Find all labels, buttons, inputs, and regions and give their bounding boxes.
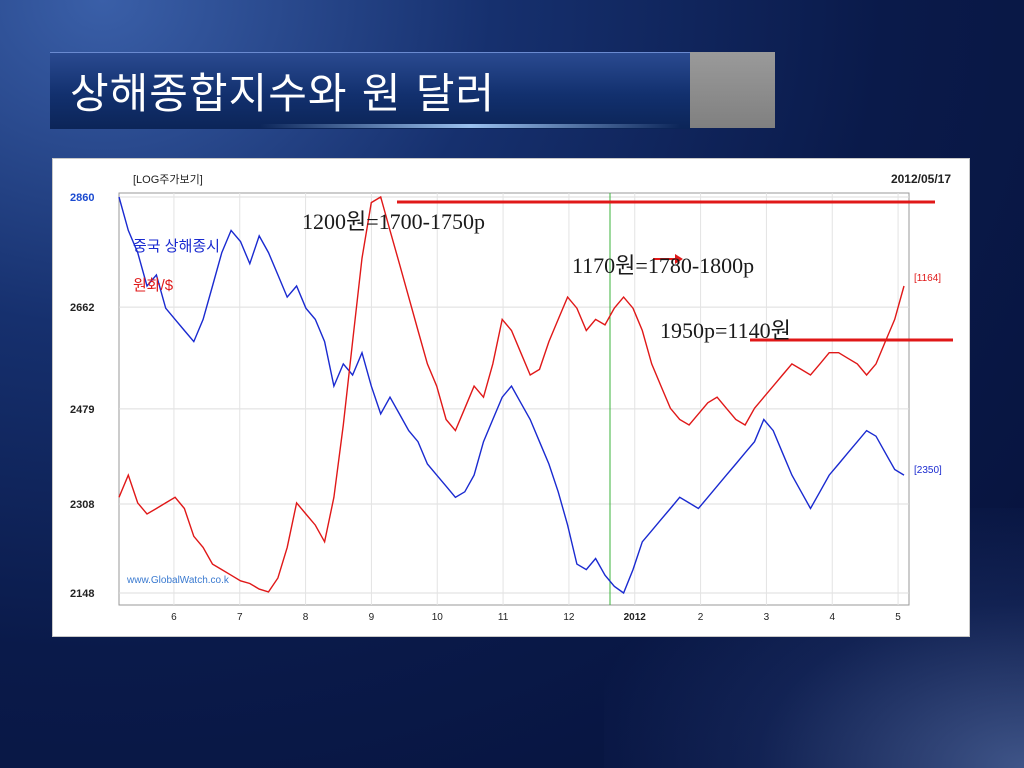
y-tick-label: 2148 <box>70 588 94 600</box>
x-tick-label: 11 <box>498 612 509 623</box>
y-tick-label: 2308 <box>70 499 94 511</box>
annotation-1200: 1200원=1700-1750p <box>302 209 485 234</box>
last-value-shanghai: [2350] <box>914 465 942 476</box>
legend-shanghai: 중국 상해종시 <box>133 238 220 255</box>
title-bar-highlight <box>260 124 680 128</box>
chart-header-left: [LOG주가보기] <box>133 173 203 186</box>
legend-krw: 원화/$ <box>133 277 174 294</box>
watermark: www.GlobalWatch.co.k <box>126 575 230 586</box>
x-tick-label: 9 <box>369 612 375 623</box>
x-tick-label: 2012 <box>624 612 647 623</box>
x-tick-label: 5 <box>895 612 901 623</box>
annotation-1170: 1170원=1780-1800p <box>572 253 755 278</box>
x-tick-label: 8 <box>303 612 309 623</box>
x-tick-label: 6 <box>171 612 177 623</box>
series-line-krw <box>118 195 905 593</box>
chart-date: 2012/05/17 <box>891 172 951 186</box>
y-axis-ticks: 2860 2662 2479 2308 2148 <box>70 192 94 600</box>
title-gray-block <box>690 52 775 128</box>
annotation-1950: 1950p=1140원 <box>660 318 791 343</box>
x-tick-label: 12 <box>563 612 575 623</box>
last-value-krw: [1164] <box>914 273 941 284</box>
x-tick-label: 2 <box>698 612 704 623</box>
annotation-arrow-head <box>675 254 683 264</box>
x-axis-ticks: 6 7 8 9 10 11 12 2012 2 3 4 5 <box>171 612 901 623</box>
series-line-shanghai <box>118 196 905 595</box>
title-bar <box>50 52 690 129</box>
y-tick-label: 2860 <box>70 192 94 204</box>
plot-area <box>118 192 910 606</box>
x-tick-label: 7 <box>237 612 243 623</box>
grid-lines <box>119 193 909 605</box>
chart-svg: [LOG주가보기] 2012/05/17 2860266224792308214… <box>70 172 953 623</box>
y-tick-label: 2479 <box>70 404 94 416</box>
x-tick-label: 3 <box>764 612 770 623</box>
slide-title: 상해종합지수와 원 달러 <box>70 69 496 118</box>
x-tick-label: 10 <box>432 612 444 623</box>
x-tick-label: 4 <box>829 612 835 623</box>
y-tick-label: 2662 <box>70 302 94 314</box>
chart-frame: [LOG주가보기] 2012/05/17 2860 2662 2479 2308 214… <box>52 158 970 637</box>
